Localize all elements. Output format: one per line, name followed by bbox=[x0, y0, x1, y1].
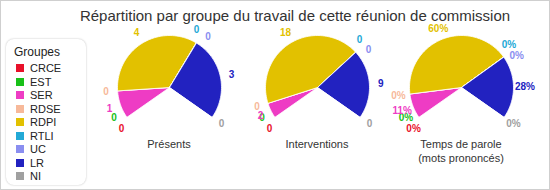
svg-text:0%: 0% bbox=[391, 90, 406, 101]
svg-text:0: 0 bbox=[366, 44, 372, 55]
html-text:RTLI: RTLI bbox=[30, 129, 54, 142]
svg-text:0%: 0% bbox=[406, 123, 421, 134]
svg-text:0: 0 bbox=[367, 118, 373, 129]
html-text:Interventions: Interventions bbox=[285, 138, 349, 150]
svg-text:4: 4 bbox=[134, 27, 140, 38]
html-text:Répartition par groupe du trav: Répartition par groupe du travail de cet… bbox=[79, 7, 511, 24]
html-text:Groupes: Groupes bbox=[14, 45, 60, 59]
html-text:EST: EST bbox=[30, 75, 52, 88]
svg-text:0%: 0% bbox=[509, 50, 524, 61]
svg-text:0: 0 bbox=[254, 101, 260, 112]
html-text:NI: NI bbox=[30, 170, 41, 182]
html-text:SER: SER bbox=[30, 89, 53, 101]
svg-text:0: 0 bbox=[103, 86, 109, 97]
svg-text:9: 9 bbox=[378, 77, 384, 88]
html-text:LR: LR bbox=[30, 156, 45, 169]
svg-text:60%: 60% bbox=[428, 23, 448, 34]
svg-text:18: 18 bbox=[280, 27, 292, 38]
svg-text:0: 0 bbox=[119, 123, 125, 134]
svg-text:0: 0 bbox=[219, 118, 225, 129]
html-text:RDSE: RDSE bbox=[30, 102, 61, 115]
svg-text:0: 0 bbox=[205, 31, 211, 42]
svg-text:0: 0 bbox=[357, 34, 363, 45]
svg-text:0%: 0% bbox=[398, 112, 414, 124]
html-text:Temps de parole (mots prononcé: Temps de parole (mots prononcés) bbox=[418, 138, 504, 164]
html-text:Présents: Présents bbox=[147, 138, 191, 150]
html-text:CRCE: CRCE bbox=[30, 62, 62, 74]
svg-text:28%: 28% bbox=[515, 81, 535, 92]
svg-text:0: 0 bbox=[111, 112, 117, 123]
svg-text:2: 2 bbox=[257, 109, 264, 121]
svg-text:11%: 11% bbox=[393, 105, 413, 116]
svg-text:0%: 0% bbox=[502, 39, 517, 50]
html-text:UC: UC bbox=[30, 143, 46, 155]
svg-text:0: 0 bbox=[267, 123, 273, 134]
svg-text:0%: 0% bbox=[506, 118, 521, 129]
svg-text:3: 3 bbox=[229, 69, 235, 80]
svg-text:0: 0 bbox=[194, 24, 200, 35]
html-text:RDPI: RDPI bbox=[30, 116, 57, 128]
svg-text:1: 1 bbox=[107, 103, 113, 114]
